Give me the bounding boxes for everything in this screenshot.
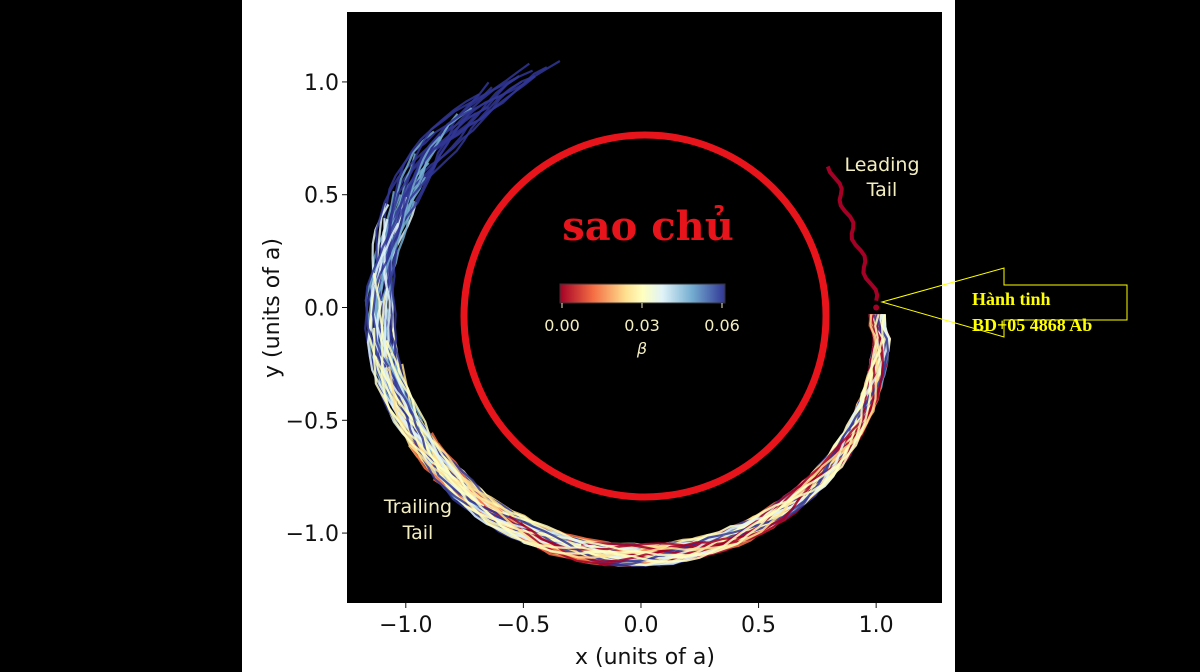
x-tick-label: 0.0 [623,613,658,638]
trailing-tail-label: Trailing [383,496,452,518]
y-axis-label: y (units of a) [260,238,285,378]
planet-callout-label: Hành tinh [972,289,1051,309]
colorbar [560,284,725,303]
y-tick-label: −0.5 [286,409,339,434]
x-tick-label: −0.5 [497,613,550,638]
trailing-tail-label: Tail [402,522,434,544]
planet-callout-label: BD+05 4868 Ab [972,315,1092,335]
y-tick-label: 0.0 [304,297,339,322]
x-tick-label: 1.0 [859,613,894,638]
colorbar-label: β [636,339,647,358]
x-axis-label: x (units of a) [575,645,715,670]
colorbar-tick-label: 0.00 [544,316,580,335]
y-axis-ticks: 1.0 0.5 0.0 −0.5 −1.0 [286,71,347,547]
planet-marker [873,305,879,311]
leading-tail-label: Tail [866,179,898,201]
y-tick-label: −1.0 [286,522,339,547]
y-tick-label: 1.0 [304,71,339,96]
x-axis-ticks: −1.0 −0.5 0.0 0.5 1.0 [379,603,894,638]
x-tick-label: 0.5 [741,613,776,638]
leading-tail-label: Leading [844,154,919,176]
x-tick-label: −1.0 [379,613,432,638]
y-tick-label: 0.5 [304,184,339,209]
host-star-label: sao chủ [562,203,734,250]
colorbar-tick-label: 0.06 [704,316,740,335]
colorbar-tick-label: 0.03 [624,316,660,335]
